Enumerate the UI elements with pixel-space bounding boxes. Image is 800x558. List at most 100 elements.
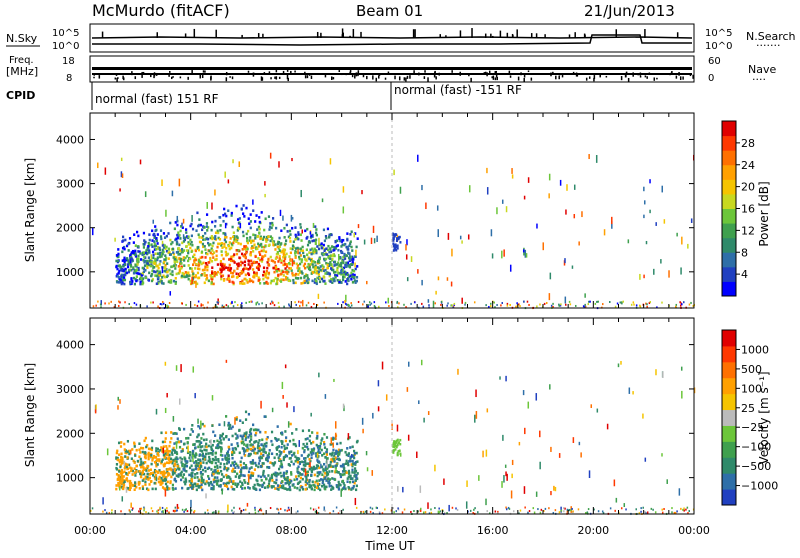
echo-cell [209,258,212,261]
echo-cell [295,262,298,266]
nsearch-dots: ....... [756,36,780,49]
echo-cell [181,271,184,275]
echo-cell [247,435,250,439]
echo-cell [360,511,362,514]
echo-cell [125,258,128,262]
echo-cell [137,254,140,258]
echo-cell [371,507,374,510]
echo-cell [195,280,197,288]
echo-cell [200,303,203,306]
echo-cell [354,460,358,464]
echo-cell [197,461,201,465]
echo-cell [185,464,189,468]
echo-cell [285,446,289,450]
echo-cell [167,248,171,251]
echo-cell [166,509,168,512]
echo-cell [164,489,167,497]
echo-cell [183,238,186,242]
nsearch-label: N.Search [746,30,796,43]
echo-cell [519,509,522,512]
echo-cell [315,464,319,467]
echo-cell [181,258,184,261]
echo-cell [121,273,124,277]
echo-cell [124,462,127,466]
echo-cell [353,232,355,238]
echo-cell [141,469,144,473]
nave-mark [142,71,145,75]
echo-cell [262,471,265,475]
echo-cell [340,490,342,497]
echo-cell [238,507,241,510]
echo-cell [135,448,138,452]
echo-cell [376,235,378,243]
echo-cell [137,234,140,238]
echo-cell [180,470,183,474]
echo-cell [220,253,223,257]
echo-cell [201,228,204,232]
nsearch-tick-bottom: 10^0 [705,41,732,52]
echo-cell [283,305,285,308]
echo-cell [676,232,678,237]
echo-cell [180,274,184,278]
echo-cell [138,272,141,276]
echo-cell [632,301,635,304]
xtick-label: 12:00 [376,524,408,537]
echo-cell [304,457,307,460]
echo-cell [269,222,272,225]
nave-mark [575,72,578,77]
echo-cell [314,240,317,243]
echo-cell [204,248,207,251]
echo-cell [351,454,353,458]
echo-cell [174,282,177,285]
echo-cell [269,477,272,480]
echo-cell [148,483,151,486]
echo-cell [327,244,330,248]
echo-cell [258,447,261,450]
echo-cell [164,264,167,267]
echo-cell [503,249,505,257]
echo-cell [214,455,217,459]
echo-cell [277,246,280,250]
echo-cell [273,304,276,307]
echo-cell [142,251,146,254]
echo-cell [161,510,163,513]
echo-cell [249,452,252,456]
echo-cell [114,237,116,242]
xtick-label: 16:00 [477,524,509,537]
nave-mark [488,70,491,73]
echo-cell [185,249,189,252]
echo-cell [437,229,439,238]
echo-cell [356,460,359,463]
echo-cell [197,267,200,270]
echo-cell [119,458,123,462]
echo-cell [159,508,161,511]
echo-cell [346,278,349,281]
echo-cell [192,366,195,373]
echo-cell [200,437,203,440]
echo-cell [649,179,651,184]
echo-cell [258,508,261,511]
echo-cell [319,488,322,492]
echo-cell [292,442,295,446]
echo-cell [333,254,336,258]
echo-cell [155,239,158,243]
echo-cell [439,510,441,513]
echo-cell [311,239,314,243]
echo-cell [395,246,398,249]
echo-cell [363,239,366,245]
echo-cell [344,462,348,465]
echo-cell [147,278,150,282]
echo-cell [349,263,353,266]
echo-cell [244,248,247,252]
echo-cell [146,472,149,476]
echo-cell [392,232,395,236]
echo-cell [108,302,110,305]
echo-cell [327,256,330,260]
echo-cell [321,479,325,483]
echo-cell [202,245,205,249]
echo-cell [353,462,356,465]
echo-cell [236,275,239,279]
echo-cell [141,479,144,482]
echo-cell [242,474,245,477]
echo-cell [121,267,124,271]
